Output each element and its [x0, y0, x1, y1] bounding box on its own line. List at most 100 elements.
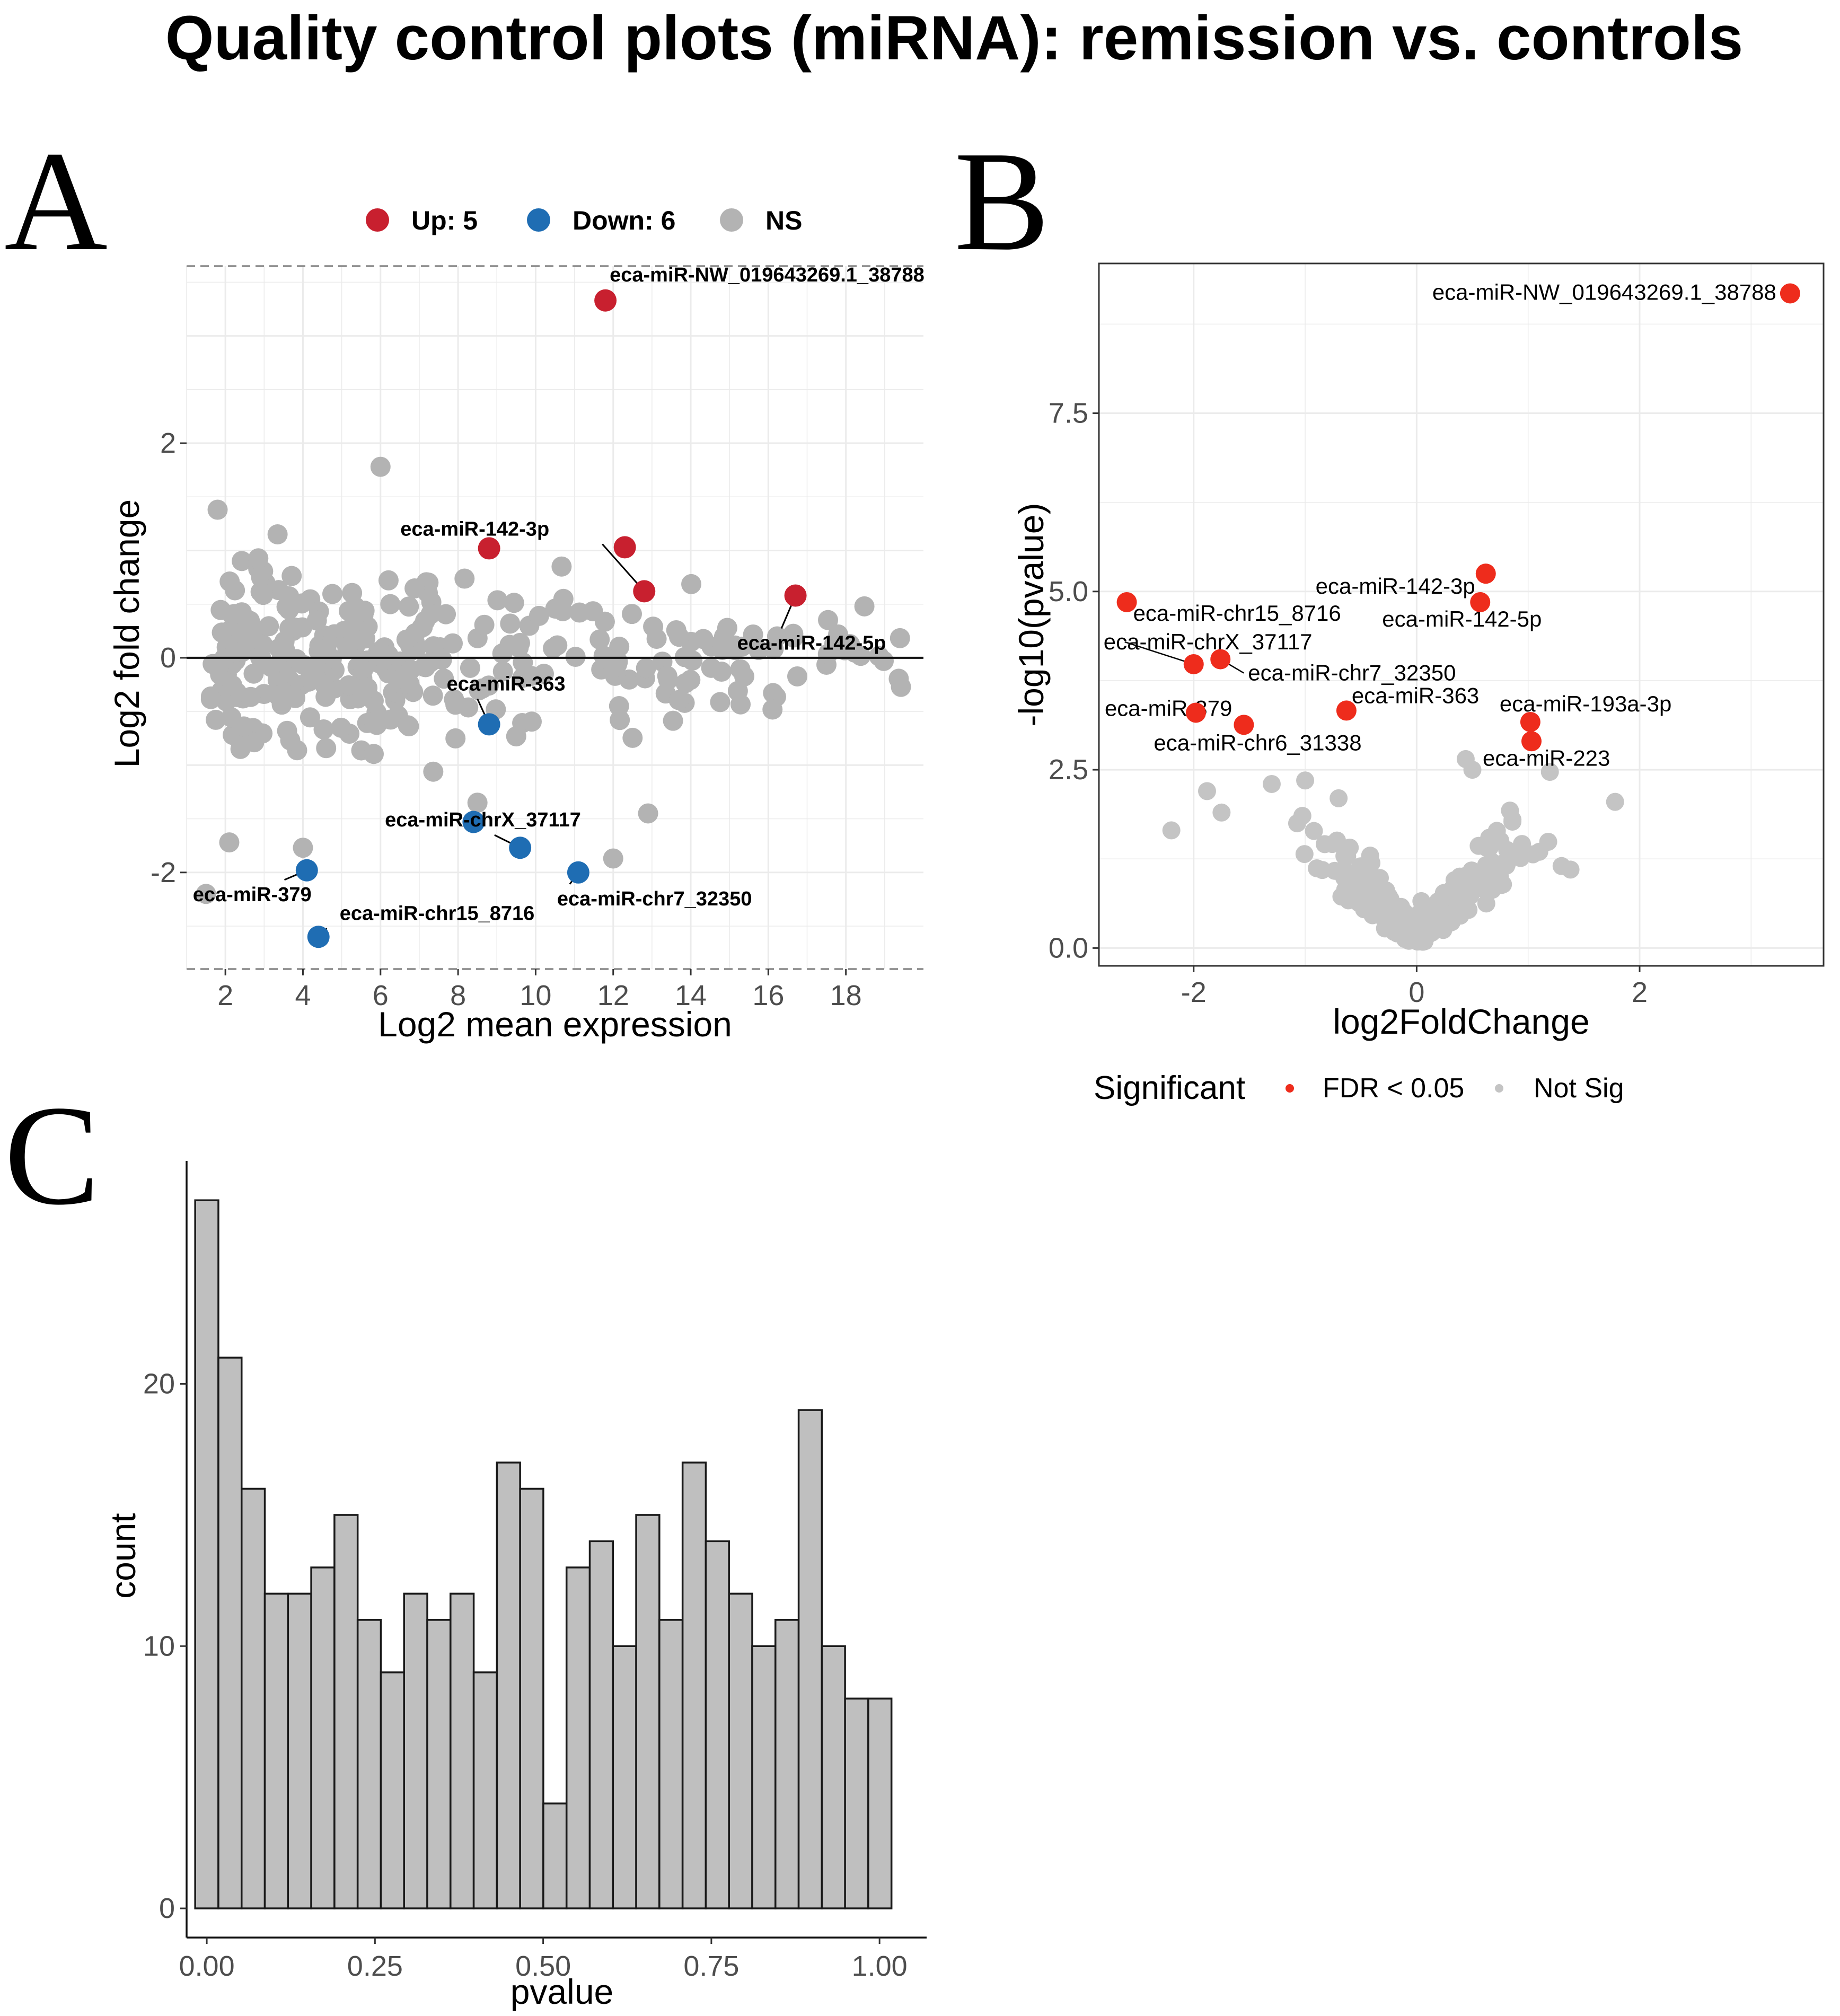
ns-point — [434, 668, 454, 689]
point-label: eca-miR-chr6_31338 — [1154, 730, 1361, 755]
notsig-point — [1212, 803, 1231, 822]
ns-point — [458, 697, 479, 718]
sig-point — [1520, 711, 1540, 732]
point-label: eca-miR-363 — [1352, 683, 1479, 708]
down-point — [478, 713, 500, 736]
sig-point — [1234, 715, 1254, 735]
ns-point — [521, 666, 541, 686]
notsig-point — [1393, 926, 1411, 945]
notsig-point — [1561, 860, 1580, 879]
ns-point — [763, 639, 784, 659]
ns-point — [224, 604, 245, 624]
panel-a-letter: A — [4, 122, 108, 280]
ns-point — [622, 727, 643, 748]
figure-title: Quality control plots (miRNA): remission… — [165, 3, 1744, 73]
ns-point — [398, 715, 418, 736]
ns-point — [422, 685, 443, 706]
ns-point — [353, 659, 374, 680]
ns-point — [681, 574, 702, 594]
ns-point — [239, 630, 259, 651]
point-label: eca-miR-NW_019643269.1_38788 — [610, 264, 925, 286]
legend-key-up — [366, 208, 389, 232]
histogram-bar — [380, 1671, 405, 1909]
ns-point — [552, 601, 573, 621]
plot-border — [1098, 262, 1825, 967]
ns-point — [279, 586, 300, 606]
ns-point — [500, 613, 521, 634]
x-tick-label: -2 — [1181, 976, 1207, 1008]
ns-point — [487, 590, 508, 611]
panel-a-legend: Up: 5 Down: 6 NS — [366, 206, 802, 235]
point-label: eca-miR-379 — [1105, 696, 1232, 720]
ns-point — [267, 524, 288, 545]
point-label: eca-miR-chr15_8716 — [340, 902, 535, 925]
notsig-point — [1198, 782, 1216, 800]
notsig-point — [1313, 861, 1332, 879]
histogram-bar — [635, 1514, 661, 1909]
ns-point — [454, 568, 475, 589]
notsig-point — [1503, 812, 1522, 831]
ns-point — [404, 578, 425, 599]
ns-point — [313, 719, 334, 740]
ns-point — [504, 593, 524, 613]
ns-point — [400, 659, 421, 680]
histogram-bar — [565, 1566, 591, 1909]
ns-point — [888, 668, 909, 689]
ns-point — [763, 683, 783, 703]
notsig-point — [1335, 860, 1354, 879]
ns-point — [668, 627, 689, 647]
sig-point — [1475, 564, 1496, 584]
ns-point — [293, 838, 313, 858]
point-label: eca-miR-142-3p — [400, 518, 549, 540]
point-label: eca-miR-379 — [193, 884, 312, 906]
down-point — [307, 926, 330, 948]
point-label: eca-miR-NW_019643269.1_38788 — [1432, 279, 1776, 304]
notsig-point — [1487, 822, 1506, 840]
notsig-point — [1330, 789, 1348, 807]
ns-point — [657, 666, 677, 686]
ns-point — [436, 604, 456, 624]
ns-point — [682, 650, 703, 671]
histogram-bar — [705, 1540, 730, 1909]
point-label: eca-miR-142-3p — [1316, 574, 1475, 598]
ns-point — [338, 636, 358, 657]
ns-point — [717, 618, 737, 638]
legend-key-sig — [1286, 1084, 1294, 1093]
down-point — [462, 811, 485, 833]
ns-point — [207, 499, 228, 520]
x-tick-label: 4 — [295, 980, 311, 1011]
ns-point — [219, 832, 240, 853]
x-tick-label: 0.00 — [179, 1950, 235, 1982]
point-label: eca-miR-142-5p — [737, 632, 886, 654]
ns-point — [890, 628, 910, 648]
histogram-bar — [519, 1487, 544, 1909]
ns-point — [506, 726, 526, 747]
y-tick-label: 2.5 — [1049, 754, 1088, 786]
x-tick-label: 1.00 — [852, 1950, 908, 1982]
ns-point — [460, 657, 480, 678]
ns-point — [253, 585, 274, 605]
ns-point — [854, 596, 875, 617]
ns-point — [240, 686, 261, 707]
y-tick-label: 2 — [160, 427, 176, 459]
point-label: eca-miR-chr7_32350 — [557, 888, 752, 910]
notsig-point — [1296, 771, 1315, 790]
y-tick-label: 0.0 — [1049, 932, 1088, 964]
x-tick-label: 2 — [217, 980, 233, 1011]
ns-point — [543, 638, 564, 659]
ns-point — [850, 646, 871, 666]
ns-point — [827, 624, 848, 645]
ns-point — [589, 629, 610, 650]
point-label: eca-miR-142-5p — [1382, 606, 1542, 631]
notsig-point — [1362, 891, 1380, 910]
x-tick-label: 10 — [520, 980, 551, 1011]
ns-point — [474, 614, 495, 635]
ns-point — [492, 661, 513, 682]
ns-point — [423, 761, 444, 782]
sig-point — [1210, 649, 1231, 670]
ns-point — [219, 571, 240, 592]
legend-title: Significant — [1094, 1070, 1245, 1106]
notsig-point — [1491, 867, 1509, 886]
ns-point — [342, 583, 363, 603]
histogram-bar — [287, 1592, 312, 1909]
